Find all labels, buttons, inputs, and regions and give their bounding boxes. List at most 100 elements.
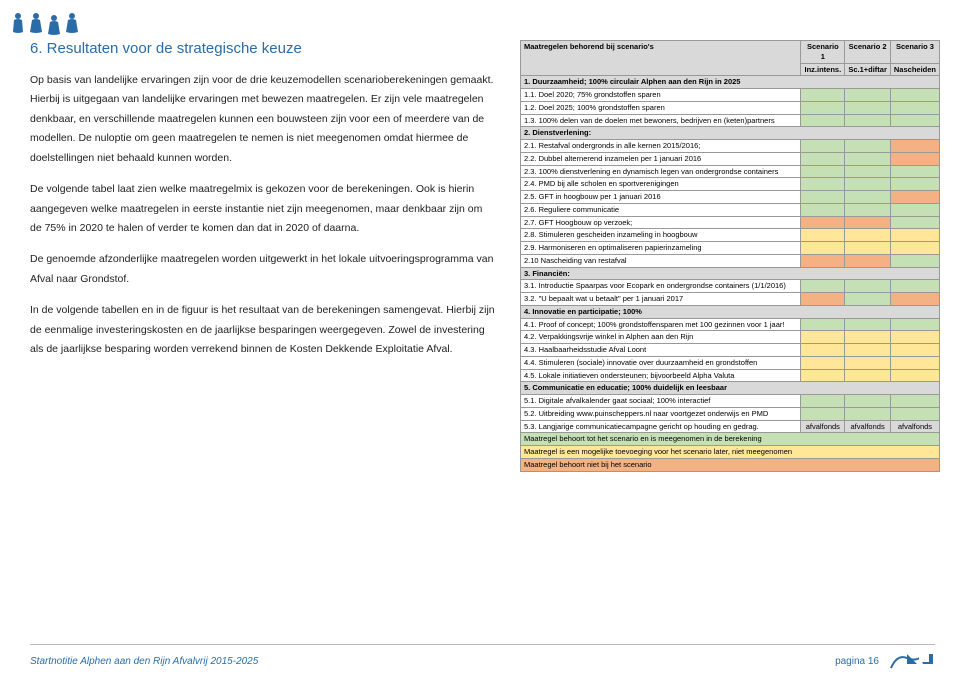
table-row: 4.2. Verpakkingsvrije winkel in Alphen a… [521,331,940,344]
measure-cell: 4.3. Haalbaarheidsstudie Afval Loont [521,344,801,357]
scenario-cell [845,140,891,153]
scenario-cell [845,344,891,357]
scenario-cell [801,101,845,114]
scenario-cell [890,165,939,178]
scenario-cell [890,191,939,204]
scenario-cell [845,395,891,408]
th-sc1: Scenario 1 [801,41,845,64]
table-row: 4. Innovatie en participatie; 100% [521,305,940,318]
scenario-cell [890,280,939,293]
footer-document-title: Startnotitie Alphen aan den Rijn Afvalvr… [30,656,258,667]
scenario-cell [890,203,939,216]
measure-cell: 4.5. Lokale initiatieven ondersteunen; b… [521,369,801,382]
measure-cell: 2.10 Nascheiding van restafval [521,254,801,267]
legend-yellow: Maatregel is een mogelijke toevoeging vo… [521,446,940,459]
measure-cell: 4.1. Proof of concept; 100% grondstoffen… [521,318,801,331]
th-sub1: Inz.intens. [801,63,845,76]
footer-page-number: pagina 16 [835,656,879,667]
scenario-cell [890,152,939,165]
scenario-cell [890,407,939,420]
category-cell: 5. Communicatie en educatie; 100% duidel… [521,382,940,395]
scenario-cell [845,331,891,344]
header-people-icon [8,8,98,38]
measure-cell: 2.9. Harmoniseren en optimaliseren papie… [521,242,801,255]
scenario-cell [801,178,845,191]
measure-cell: 4.4. Stimuleren (sociale) innovatie over… [521,356,801,369]
measure-cell: 2.5. GFT in hoogbouw per 1 januari 2016 [521,191,801,204]
scenario-cell [801,242,845,255]
scenario-matrix-table: Maatregelen behorend bij scenario's Scen… [520,40,940,472]
th-sc2: Scenario 2 [845,41,891,64]
table-row: 5.3. Langjarige communicatiecampagne ger… [521,420,940,433]
th-sub3: Nascheiden [890,63,939,76]
paragraph-4: In de volgende tabellen en in de figuur … [30,301,496,359]
th-main: Maatregelen behorend bij scenario's [521,41,801,76]
scenario-cell [845,356,891,369]
paragraph-1: Op basis van landelijke ervaringen zijn … [30,71,496,168]
footer-logo [889,650,935,672]
category-cell: 2. Dienstverlening: [521,127,940,140]
scenario-cell [801,356,845,369]
scenario-cell [890,356,939,369]
th-sub2: Sc.1+diftar [845,63,891,76]
scenario-cell [890,242,939,255]
scenario-cell [845,229,891,242]
category-cell: 1. Duurzaamheid; 100% circulair Alphen a… [521,76,940,89]
scenario-cell [845,280,891,293]
measure-cell: 2.2. Dubbel alternerend inzamelen per 1 … [521,152,801,165]
measure-cell: 1.2. Doel 2025; 100% grondstoffen sparen [521,101,801,114]
scenario-cell [801,395,845,408]
table-row: 2.1. Restafval ondergronds in alle kerne… [521,140,940,153]
section-title: 6. Resultaten voor de strategische keuze [30,40,496,57]
scenario-cell [890,89,939,102]
scenario-cell [801,407,845,420]
table-row: 1.1. Doel 2020; 75% grondstoffen sparen [521,89,940,102]
footer: Startnotitie Alphen aan den Rijn Afvalvr… [30,644,935,672]
measure-cell: 2.8. Stimuleren gescheiden inzameling in… [521,229,801,242]
scenario-cell [801,114,845,127]
scenario-cell [845,89,891,102]
measure-cell: 2.6. Reguliere communicatie [521,203,801,216]
scenario-cell [801,318,845,331]
table-row: 4.4. Stimuleren (sociale) innovatie over… [521,356,940,369]
scenario-cell [801,216,845,229]
afvalfonds-cell: afvalfonds [801,420,845,433]
category-cell: 4. Innovatie en participatie; 100% [521,305,940,318]
scenario-cell [845,242,891,255]
table-row: 2.5. GFT in hoogbouw per 1 januari 2016 [521,191,940,204]
table-row: 2.10 Nascheiding van restafval [521,254,940,267]
right-column: Maatregelen behorend bij scenario's Scen… [520,40,940,472]
scenario-cell [801,165,845,178]
scenario-cell [890,331,939,344]
measure-cell: 2.1. Restafval ondergronds in alle kerne… [521,140,801,153]
scenario-cell [801,152,845,165]
scenario-cell [890,344,939,357]
measure-cell: 5.3. Langjarige communicatiecampagne ger… [521,420,801,433]
scenario-cell [890,369,939,382]
table-row: 2.7. GFT Hoogbouw op verzoek; [521,216,940,229]
scenario-cell [845,293,891,306]
table-row: 2. Dienstverlening: [521,127,940,140]
scenario-cell [801,191,845,204]
scenario-cell [890,254,939,267]
scenario-cell [845,254,891,267]
table-row: 4.5. Lokale initiatieven ondersteunen; b… [521,369,940,382]
scenario-cell [801,140,845,153]
paragraph-2: De volgende tabel laat zien welke maatre… [30,180,496,238]
measure-cell: 2.3. 100% dienstverlening en dynamisch l… [521,165,801,178]
scenario-cell [845,191,891,204]
measure-cell: 2.7. GFT Hoogbouw op verzoek; [521,216,801,229]
scenario-cell [801,203,845,216]
scenario-cell [890,395,939,408]
table-row: 3.1. Introductie Spaarpas voor Ecopark e… [521,280,940,293]
scenario-cell [890,140,939,153]
paragraph-3: De genoemde afzonderlijke maatregelen wo… [30,250,496,289]
measure-cell: 5.1. Digitale afvalkalender gaat sociaal… [521,395,801,408]
page-content: 6. Resultaten voor de strategische keuze… [0,0,959,472]
legend-red: Maatregel behoort niet bij het scenario [521,458,940,471]
table-row: 5. Communicatie en educatie; 100% duidel… [521,382,940,395]
measure-cell: 1.3. 100% delen van de doelen met bewone… [521,114,801,127]
scenario-cell [801,280,845,293]
scenario-cell [845,165,891,178]
table-row: 5.2. Uitbreiding www.puinscheppers.nl na… [521,407,940,420]
